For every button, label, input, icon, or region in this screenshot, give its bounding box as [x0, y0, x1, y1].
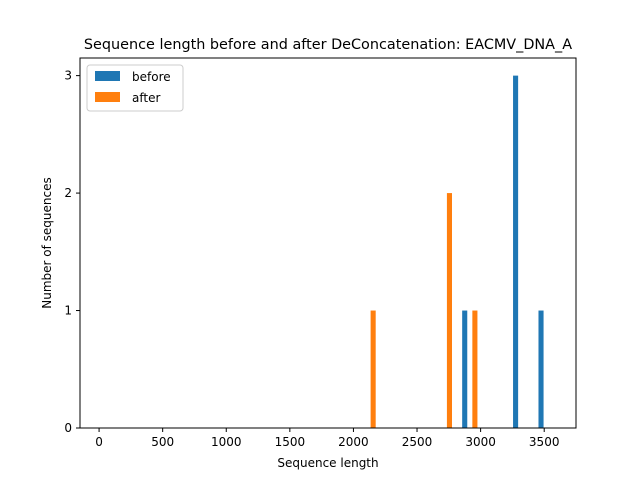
x-tick-label: 0	[95, 435, 103, 449]
x-tick-label: 1000	[211, 435, 242, 449]
bar-before-2	[538, 310, 544, 428]
x-tick-label: 2000	[338, 435, 369, 449]
y-tick-label: 1	[64, 304, 72, 318]
y-axis-ticks: 0 1 2 3	[64, 69, 80, 435]
x-tick-label: 2500	[402, 435, 433, 449]
y-tick-label: 0	[64, 421, 72, 435]
legend: before after	[86, 64, 184, 112]
y-axis-label: Number of sequences	[40, 177, 54, 308]
x-axis-ticks: 0 500 1000 1500 2000 2500 3000 3500	[95, 428, 559, 449]
bar-after-1	[446, 193, 452, 428]
legend-swatch-before	[95, 71, 120, 81]
x-tick-label: 500	[151, 435, 174, 449]
plot-frame	[79, 57, 577, 429]
bar-after-0	[370, 310, 376, 428]
legend-label-before: before	[132, 70, 171, 84]
chart-title: Sequence length before and after DeConca…	[84, 37, 572, 53]
legend-swatch-after	[95, 92, 120, 102]
x-tick-label: 1500	[275, 435, 306, 449]
bars-group	[370, 75, 544, 428]
legend-label-after: after	[132, 91, 160, 105]
x-tick-label: 3000	[465, 435, 496, 449]
bar-before-1	[513, 75, 519, 428]
y-tick-label: 2	[64, 186, 72, 200]
bar-before-0	[462, 310, 468, 428]
x-tick-label: 3500	[529, 435, 560, 449]
y-tick-label: 3	[64, 69, 72, 83]
bar-after-2	[472, 310, 478, 428]
x-axis-label: Sequence length	[277, 456, 378, 470]
